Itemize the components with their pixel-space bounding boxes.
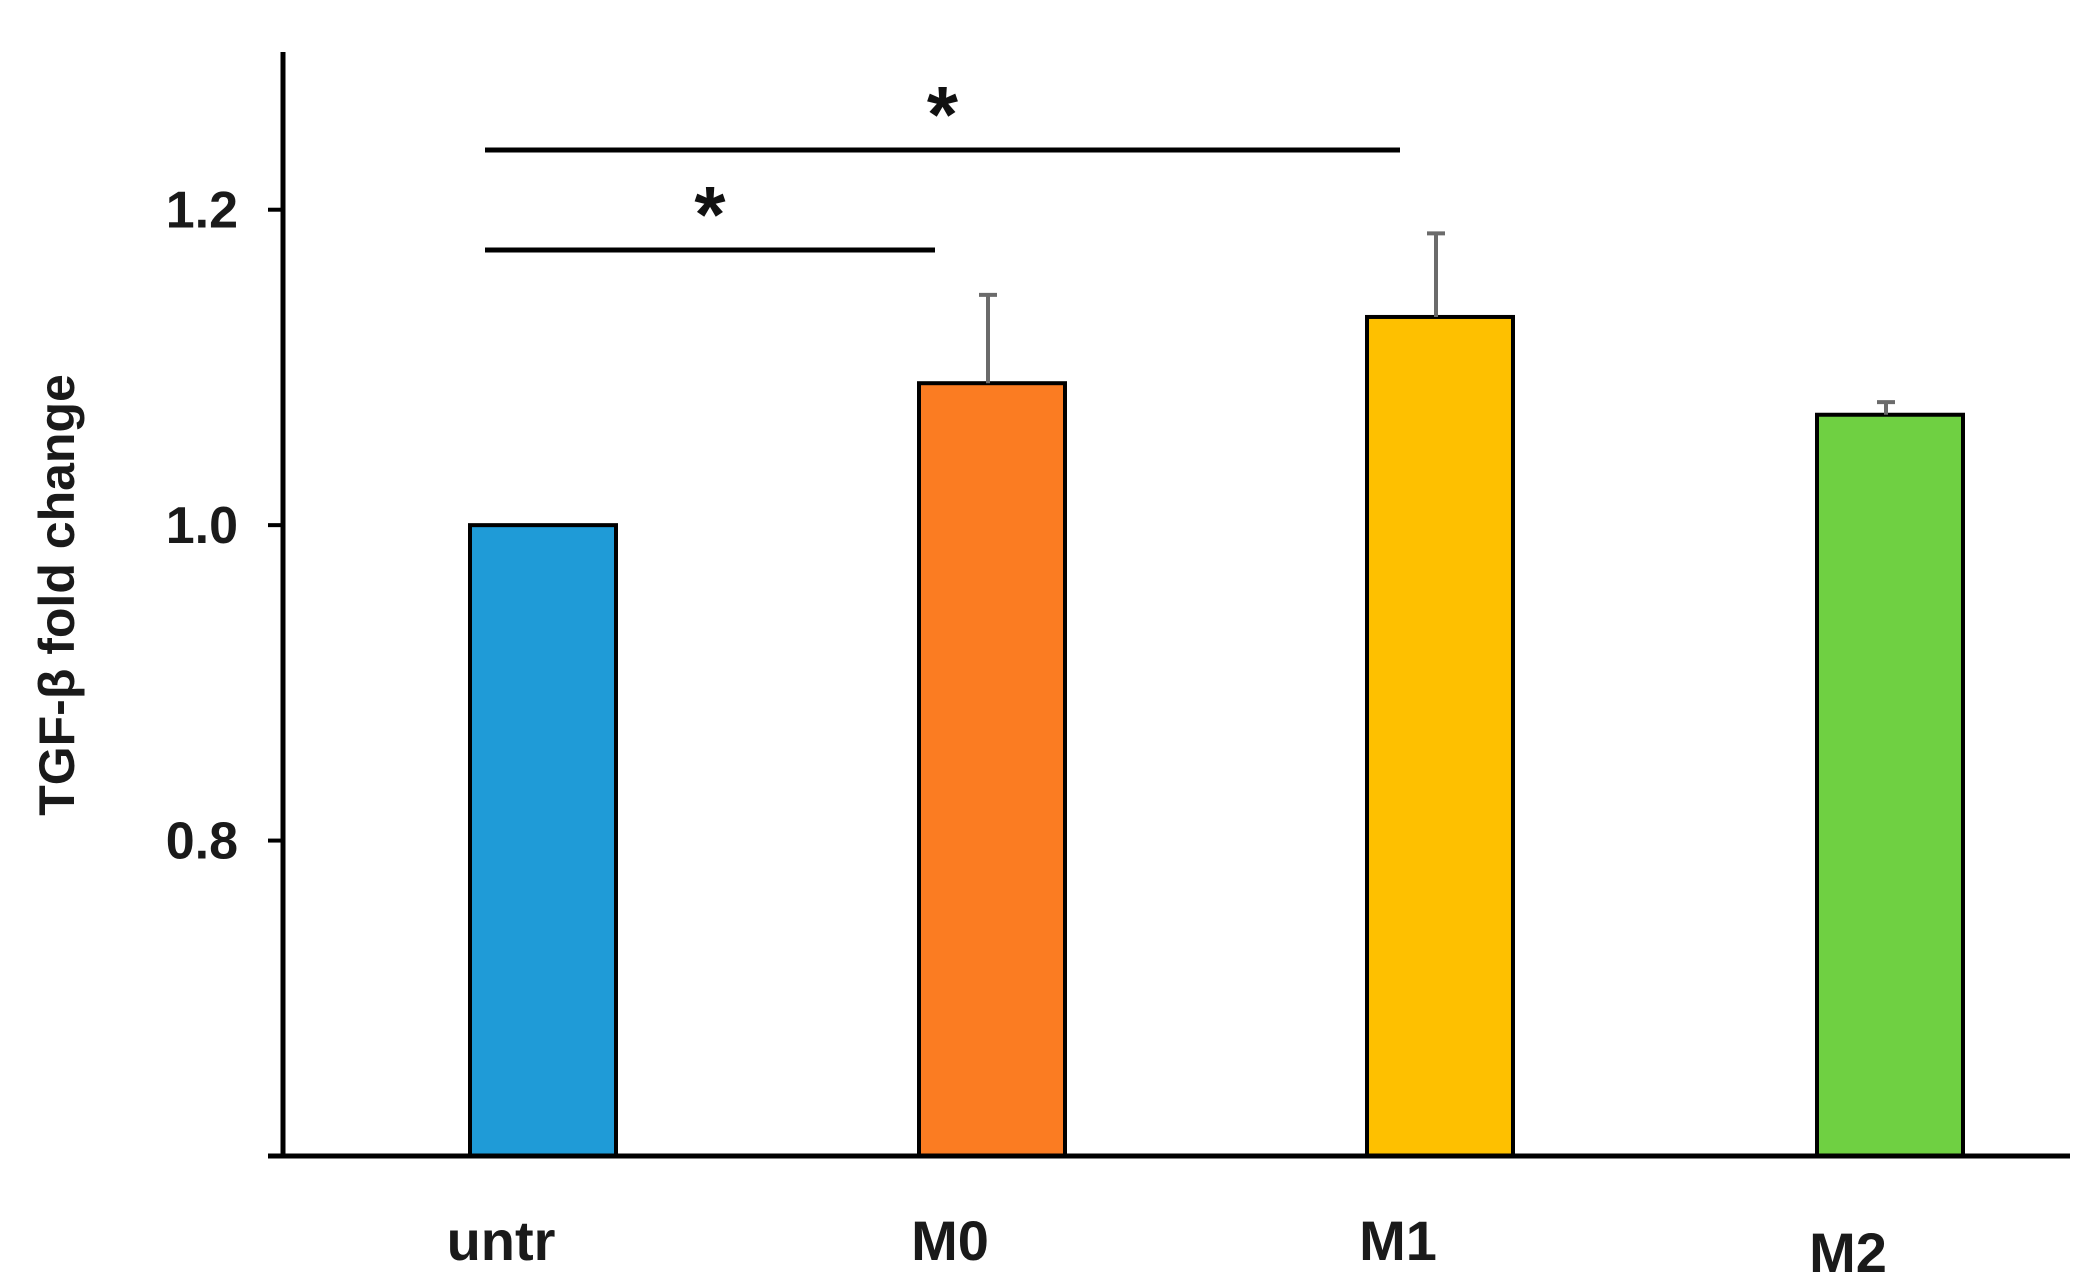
bars [468,314,1965,1158]
bar-m2 [1815,412,1965,1158]
significance-brackets: ** [485,70,1400,259]
bar-m1 [1365,314,1515,1158]
significance-star-untr-M1: * [927,70,959,159]
y-axis-title: TGF-β fold change [29,374,85,816]
y-tick-label: 0.8 [166,813,238,871]
category-labels: untr M0 M1 M2 [447,1209,1887,1284]
category-label-untr: untr [447,1209,556,1272]
bar-untr [468,523,618,1158]
significance-star-untr-M0: * [694,170,726,259]
axes [268,52,2070,1159]
category-label-m1: M1 [1359,1209,1437,1272]
category-label-m0: M0 [911,1209,989,1272]
y-tick-label: 1.0 [166,497,238,555]
category-label-m2: M2 [1809,1221,1887,1284]
y-tick-label: 1.2 [166,182,238,240]
error-bars [979,231,1895,415]
y-ticks: 0.8 1.0 1.2 [166,182,283,871]
bar-m0 [917,381,1067,1158]
